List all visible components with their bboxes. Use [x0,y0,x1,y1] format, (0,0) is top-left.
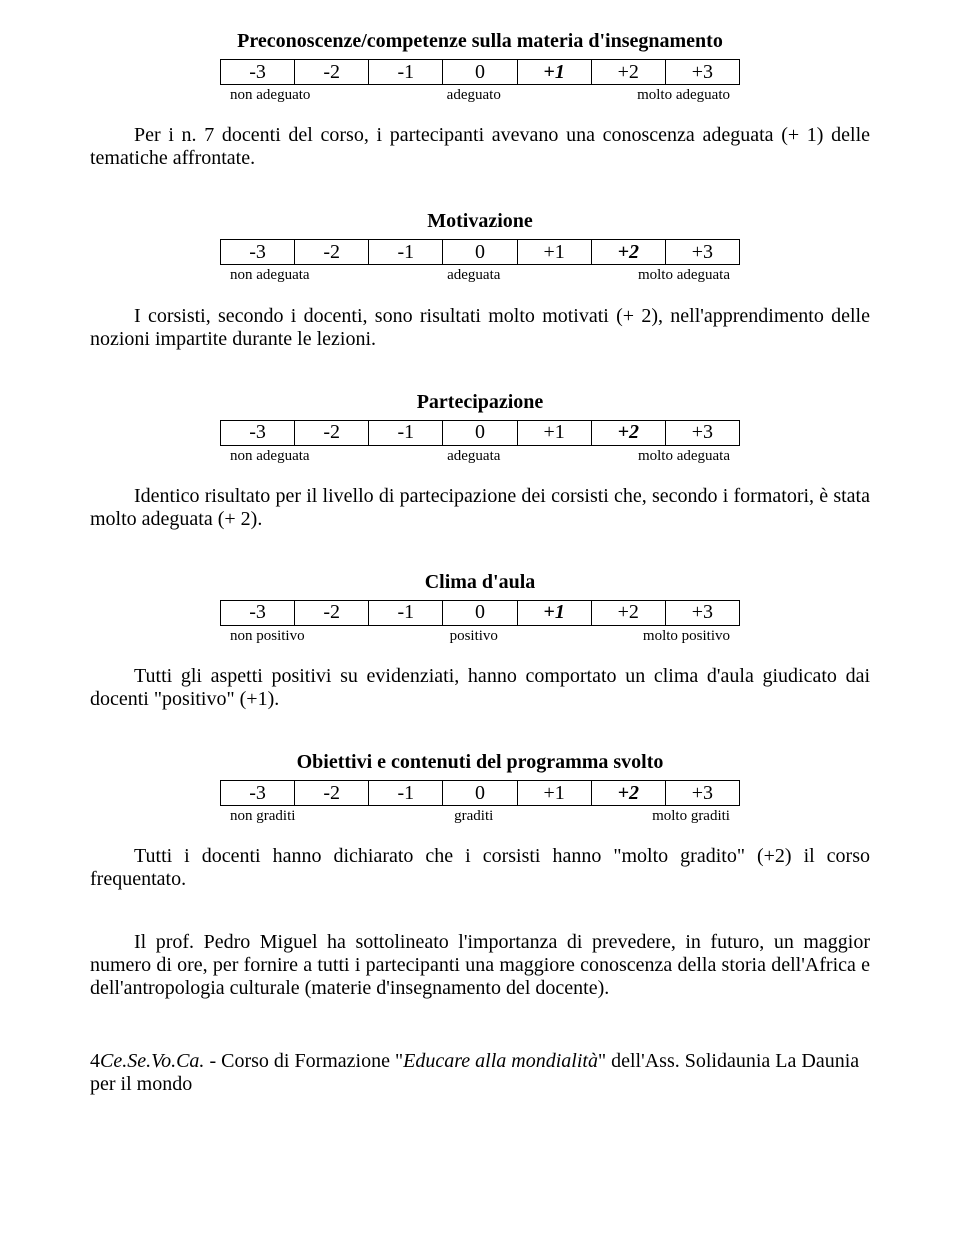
rating-section: Clima d'aula -3-2-10+1+2+3 non positivo pos… [90,571,870,711]
scale-wrap: -3-2-10+1+2+3 [220,420,740,446]
scale-cell: +3 [665,60,739,85]
section-title: Clima d'aula [90,571,870,594]
scale-cell: +3 [665,781,739,806]
scale-cell: -3 [221,420,295,445]
scale-label: non adeguata [230,448,310,465]
scale-cell: -2 [295,60,369,85]
section-paragraph: Per i n. 7 docenti del corso, i partecip… [90,124,870,170]
scale-cell: +2 [591,60,665,85]
scale-labels: non graditi graditi molto graditi [220,808,740,825]
section-paragraph: Tutti gli aspetti positivi su evidenziat… [90,665,870,711]
rating-section: Obiettivi e contenuti del programma svol… [90,751,870,891]
scale-table: -3-2-10+1+2+3 [220,239,740,265]
scale-cell: -3 [221,60,295,85]
scale-cell: +3 [665,420,739,445]
section-paragraph: Tutti i docenti hanno dichiarato che i c… [90,845,870,891]
scale-cell: -3 [221,781,295,806]
scale-cell: -3 [221,600,295,625]
scale-label: molto adeguata [638,267,730,284]
section-paragraph: Identico risultato per il livello di par… [90,485,870,531]
scale-cell: +1 [517,240,591,265]
scale-wrap: -3-2-10+1+2+3 [220,600,740,626]
scale-label: non adeguato [230,87,310,104]
scale-cell: -2 [295,781,369,806]
scale-label: non positivo [230,628,305,645]
scale-labels: non positivo positivo molto positivo [220,628,740,645]
scale-cell: 0 [443,420,517,445]
scale-cell: -1 [369,240,443,265]
scale-labels: non adeguato adeguato molto adeguato [220,87,740,104]
scale-cell: +3 [665,600,739,625]
scale-cell: -1 [369,420,443,445]
scale-label: non adeguata [230,267,310,284]
footer-page-num: 4 [90,1050,100,1072]
scale-wrap: -3-2-10+1+2+3 [220,239,740,265]
section-title: Obiettivi e contenuti del programma svol… [90,751,870,774]
closing-paragraph: Il prof. Pedro Miguel ha sottolineato l'… [90,931,870,1000]
page-footer: 4Ce.Se.Vo.Ca. - Corso di Formazione "Edu… [90,1050,870,1096]
scale-cell: -2 [295,420,369,445]
rating-section: Motivazione -3-2-10+1+2+3 non adeguata adeg… [90,210,870,350]
scale-cell: -2 [295,240,369,265]
scale-cell: +1 [517,600,591,625]
scale-wrap: -3-2-10+1+2+3 [220,59,740,85]
scale-wrap: -3-2-10+1+2+3 [220,780,740,806]
rating-section: Preconoscenze/competenze sulla materia d… [90,30,870,170]
section-title: Motivazione [90,210,870,233]
scale-table: -3-2-10+1+2+3 [220,600,740,626]
footer-quote-open: " [395,1050,403,1072]
scale-cell: 0 [443,781,517,806]
rating-section: Partecipazione -3-2-10+1+2+3 non adeguata a… [90,391,870,531]
section-paragraph: I corsisti, secondo i docenti, sono risu… [90,305,870,351]
scale-cell: +3 [665,240,739,265]
scale-labels: non adeguata adeguata molto adeguata [220,448,740,465]
scale-label: molto adeguata [638,448,730,465]
scale-label: positivo [450,628,498,645]
scale-table: -3-2-10+1+2+3 [220,59,740,85]
scale-label: molto adeguato [637,87,730,104]
scale-cell: +1 [517,781,591,806]
scale-cell: -1 [369,600,443,625]
scale-cell: +1 [517,60,591,85]
scale-label: non graditi [230,808,295,825]
scale-label: molto graditi [652,808,730,825]
scale-label: adeguato [447,87,501,104]
scale-table: -3-2-10+1+2+3 [220,420,740,446]
scale-label: adeguata [447,448,500,465]
scale-label: molto positivo [643,628,730,645]
scale-cell: 0 [443,60,517,85]
scale-cell: -2 [295,600,369,625]
footer-course: Educare alla mondialità [403,1050,598,1072]
scale-cell: +2 [591,781,665,806]
scale-cell: 0 [443,240,517,265]
scale-cell: +2 [591,600,665,625]
section-title: Partecipazione [90,391,870,414]
section-title: Preconoscenze/competenze sulla materia d… [90,30,870,53]
scale-label: graditi [454,808,493,825]
scale-label: adeguata [447,267,500,284]
scale-cell: 0 [443,600,517,625]
scale-table: -3-2-10+1+2+3 [220,780,740,806]
scale-labels: non adeguata adeguata molto adeguata [220,267,740,284]
scale-cell: +2 [591,240,665,265]
footer-quote-close: " [598,1050,606,1072]
footer-text1: Corso di Formazione [221,1050,395,1072]
scale-cell: -3 [221,240,295,265]
scale-cell: +1 [517,420,591,445]
scale-cell: -1 [369,60,443,85]
footer-org: Ce.Se.Vo.Ca. [100,1050,204,1072]
scale-cell: -1 [369,781,443,806]
scale-cell: +2 [591,420,665,445]
footer-sep: - [204,1050,221,1072]
